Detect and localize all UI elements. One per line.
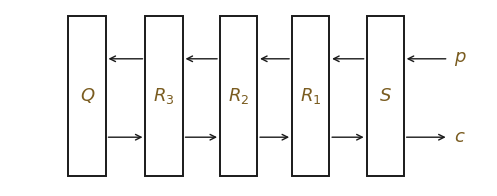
Bar bbox=[68, 16, 105, 176]
Text: $R_3$: $R_3$ bbox=[153, 86, 175, 106]
Bar bbox=[146, 16, 183, 176]
Bar bbox=[292, 16, 329, 176]
Text: $R_1$: $R_1$ bbox=[300, 86, 322, 106]
Bar bbox=[220, 16, 257, 176]
Bar bbox=[367, 16, 404, 176]
Text: Q: Q bbox=[80, 87, 94, 105]
Text: S: S bbox=[380, 87, 391, 105]
Text: $p$: $p$ bbox=[454, 50, 466, 68]
Text: $R_2$: $R_2$ bbox=[228, 86, 249, 106]
Text: $c$: $c$ bbox=[454, 128, 465, 146]
